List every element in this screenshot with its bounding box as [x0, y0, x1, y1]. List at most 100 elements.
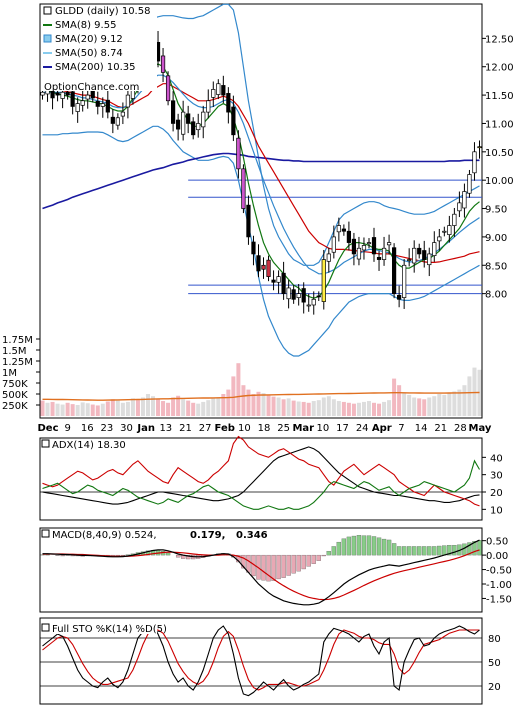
volume-bar — [40, 400, 45, 416]
volume-bar — [417, 398, 422, 416]
macd-histogram-bar — [351, 535, 357, 556]
candle-body — [326, 253, 331, 262]
x-axis-label: 18 — [258, 423, 271, 434]
volume-y-tick-label: 750K — [2, 379, 28, 390]
candle-body — [316, 295, 321, 298]
volume-bar — [437, 394, 442, 416]
sma20-line — [42, 74, 480, 275]
macd-histogram-bar — [346, 536, 352, 556]
x-axis-label: 23 — [101, 423, 114, 434]
volume-y-tick-label: 1.75M — [2, 335, 33, 346]
volume-bar — [372, 402, 377, 416]
macd-histogram-bar — [422, 546, 427, 556]
sto-y-tick-label: 50 — [488, 658, 501, 669]
candle-body — [75, 103, 80, 112]
price-y-tick-label: 9.00 — [485, 233, 507, 244]
candle-body — [40, 91, 45, 96]
volume-bar — [171, 397, 176, 416]
x-axis-label: Feb — [215, 423, 235, 434]
volume-y-tick-label: 1.5M — [2, 346, 27, 357]
x-axis-label: 21 — [179, 423, 192, 434]
volume-bar — [452, 391, 457, 416]
volume-bar — [397, 385, 402, 416]
macd-histogram-bar — [472, 541, 477, 556]
candle-body — [241, 168, 246, 209]
volume-bar — [392, 378, 397, 416]
x-axis-label: 28 — [454, 423, 467, 434]
volume-bar — [70, 404, 75, 416]
candle-body — [366, 242, 372, 245]
volume-bar — [45, 402, 50, 416]
volume-bar — [196, 403, 201, 416]
candle-body — [120, 111, 125, 117]
volume-bar — [176, 395, 181, 416]
candle-body — [467, 174, 472, 194]
adx-y-tick-label: 40 — [490, 453, 503, 464]
volume-bar — [241, 385, 246, 416]
volume-bar — [457, 389, 462, 416]
candle-body — [70, 91, 75, 107]
candle-body — [196, 123, 201, 131]
macd-histogram-bar — [336, 541, 342, 556]
volume-bar — [447, 393, 452, 416]
macd-histogram-bar — [452, 544, 457, 556]
macd-histogram-bar — [286, 554, 291, 576]
macd-histogram-bar — [165, 552, 171, 556]
volume-bar — [462, 385, 467, 416]
sto-legend: Full STO %K(14) %D(5) — [41, 622, 167, 635]
x-axis-label: 27 — [199, 423, 212, 434]
adx-y-tick-label: 30 — [490, 471, 503, 482]
legend-swatch-box — [43, 6, 52, 15]
price-y-tick-label: 9.50 — [485, 205, 507, 216]
price-legend-bg — [41, 5, 157, 91]
volume-bar — [120, 402, 125, 416]
macd-histogram-bar — [276, 554, 281, 580]
volume-bar — [90, 404, 95, 416]
x-axis-label: 13 — [159, 423, 172, 434]
candle-body — [306, 304, 311, 307]
candle-body — [60, 91, 65, 99]
macd-histogram-bar — [477, 540, 482, 556]
candle-body — [246, 204, 251, 238]
candle-body — [437, 236, 442, 242]
candle-body — [457, 202, 462, 212]
price-y-tick-label: 8.50 — [485, 261, 507, 272]
macd-histogram-bar — [361, 535, 367, 556]
macd-histogram-bar — [391, 543, 397, 556]
x-axis-label: May — [469, 423, 492, 434]
x-axis-label: Apr — [372, 423, 392, 434]
candle-body — [181, 111, 186, 135]
candle-body — [407, 259, 412, 261]
candle-body — [447, 225, 452, 235]
candle-body — [477, 146, 482, 149]
macd-signal-line — [42, 549, 480, 601]
candle-body — [356, 247, 362, 260]
macd-y-tick-label: 0.50 — [486, 537, 508, 548]
macd-histogram-bar — [437, 545, 442, 556]
candle-body — [191, 121, 196, 136]
macd-histogram-bar — [467, 542, 472, 556]
price-y-tick-label: 12.50 — [485, 34, 514, 45]
macd-histogram-bar — [281, 554, 286, 578]
volume-bar — [467, 376, 472, 416]
price-legend-label: GLDD (daily) 10.58 — [55, 6, 150, 17]
candle-body — [170, 100, 176, 124]
price-legend-label: SMA(200) 10.35 — [55, 62, 136, 73]
x-axis-label: Mar — [292, 423, 314, 434]
volume-bar — [206, 400, 211, 416]
macd-legend-signal: 0.179, — [190, 530, 225, 541]
volume-bar — [60, 404, 65, 416]
x-axis-label: 17 — [336, 423, 349, 434]
volume-bar — [191, 402, 196, 416]
price-y-tick-label: 11.00 — [485, 119, 514, 130]
price-y-tick-label: 10.00 — [485, 176, 514, 187]
price-legend-label: SMA(8) 9.55 — [55, 20, 116, 31]
macd-histogram-bar — [381, 538, 387, 556]
candle-body — [55, 92, 60, 96]
candle-body — [361, 245, 367, 251]
candle-body — [381, 247, 387, 260]
volume-bar — [236, 363, 241, 416]
candle-body — [266, 259, 271, 277]
candle-body — [376, 256, 382, 260]
candle-body — [386, 242, 392, 246]
